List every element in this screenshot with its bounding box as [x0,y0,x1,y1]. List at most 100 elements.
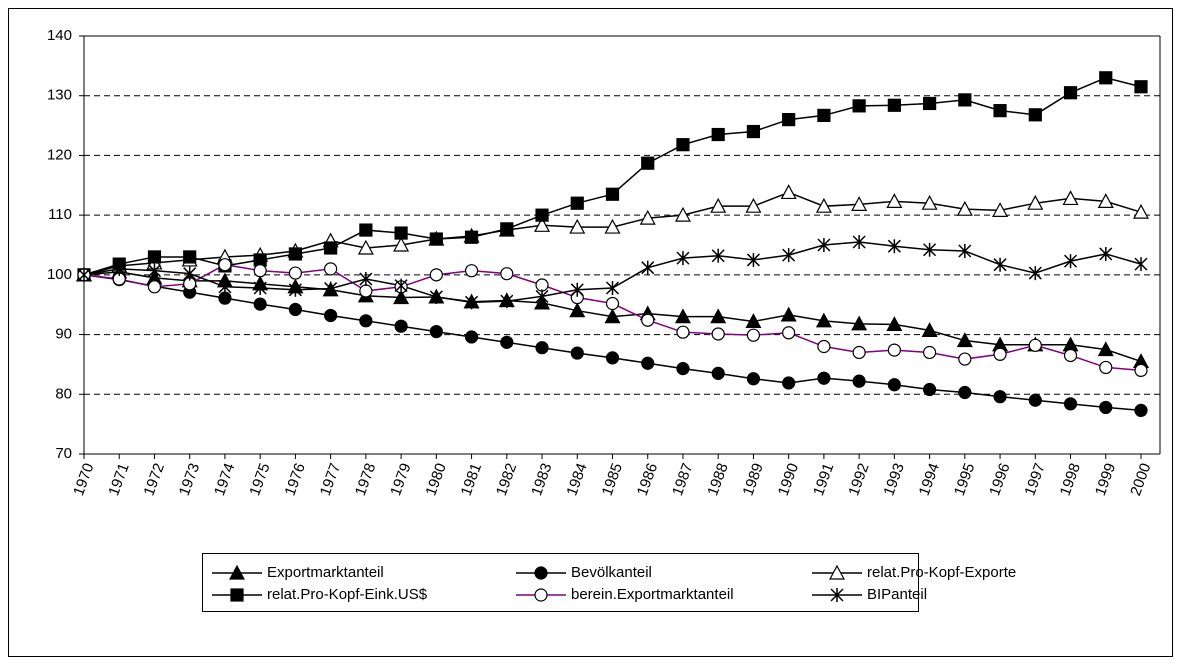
marker [465,295,479,310]
y-tick-label: 70 [55,445,72,462]
marker [570,346,584,360]
y-tick-label: 120 [47,146,72,163]
marker [228,564,246,580]
marker [641,156,655,170]
marker [887,239,901,254]
marker [780,306,797,322]
marker [1099,360,1113,375]
marker [711,327,725,341]
marker [922,96,937,111]
marker [676,325,690,339]
legend-label: relat.Pro-Kopf-Eink.US$ [267,586,428,603]
marker [288,266,302,280]
marker [676,362,690,376]
marker [852,99,866,113]
marker [218,279,232,294]
marker [77,267,91,282]
marker [782,326,796,340]
marker [1028,338,1042,352]
marker [359,272,373,287]
marker [1134,257,1148,272]
marker [851,315,868,331]
marker [429,232,443,246]
marker [324,262,338,276]
marker [992,202,1009,217]
marker [815,312,832,328]
y-tick-label: 100 [47,266,72,283]
y-tick-label: 110 [48,206,72,223]
marker [534,217,551,232]
marker [1097,193,1114,209]
marker [676,251,690,266]
marker [288,247,302,261]
marker [500,335,514,349]
marker [993,347,1007,361]
marker [1097,341,1114,357]
chart-frame [8,8,1173,657]
marker [569,218,586,234]
marker [641,313,655,327]
marker [958,352,972,366]
marker [253,280,267,295]
marker [534,566,548,580]
y-tick-label: 80 [55,385,72,402]
marker [218,258,232,272]
marker [1134,403,1148,418]
marker [1063,397,1078,411]
marker [886,193,903,209]
marker [886,316,903,332]
marker [605,351,620,365]
marker [1028,108,1042,122]
marker [852,374,866,388]
marker [183,266,197,281]
marker [570,282,584,297]
legend-label: Bevölkanteil [571,564,652,581]
marker [828,564,846,580]
marker [639,209,656,225]
marker [852,345,866,360]
marker [1132,203,1150,219]
marker [393,289,410,305]
marker [922,345,937,360]
marker [817,339,831,354]
y-tick-label: 130 [47,87,72,104]
marker [1134,80,1148,94]
marker [359,223,373,237]
marker [112,261,126,276]
legend-label: relat.Pro-Kopf-Exporte [867,564,1016,581]
marker [711,366,725,380]
marker [993,390,1007,404]
marker [674,206,691,222]
marker [1063,86,1078,100]
marker [745,313,762,329]
marker [500,267,514,281]
marker [288,282,302,297]
marker [500,222,514,236]
marker [1028,266,1042,281]
marker [780,184,797,200]
legend-label: berein.Exportmarktanteil [571,586,734,603]
legend-box [202,553,919,612]
marker [147,263,161,278]
marker [535,341,549,355]
marker [641,260,655,275]
marker [324,241,338,255]
marker [429,289,443,304]
marker [429,324,443,339]
marker [1063,348,1078,363]
marker [921,322,938,337]
marker [183,250,197,264]
marker [1062,190,1079,206]
marker [464,264,479,278]
marker [782,248,796,263]
marker [745,197,762,213]
marker [500,294,514,309]
marker [710,308,727,324]
marker [288,302,302,317]
marker [324,281,338,296]
marker [605,296,620,311]
marker [1099,400,1113,415]
marker [570,196,584,210]
marker [394,319,408,333]
marker [830,588,844,602]
